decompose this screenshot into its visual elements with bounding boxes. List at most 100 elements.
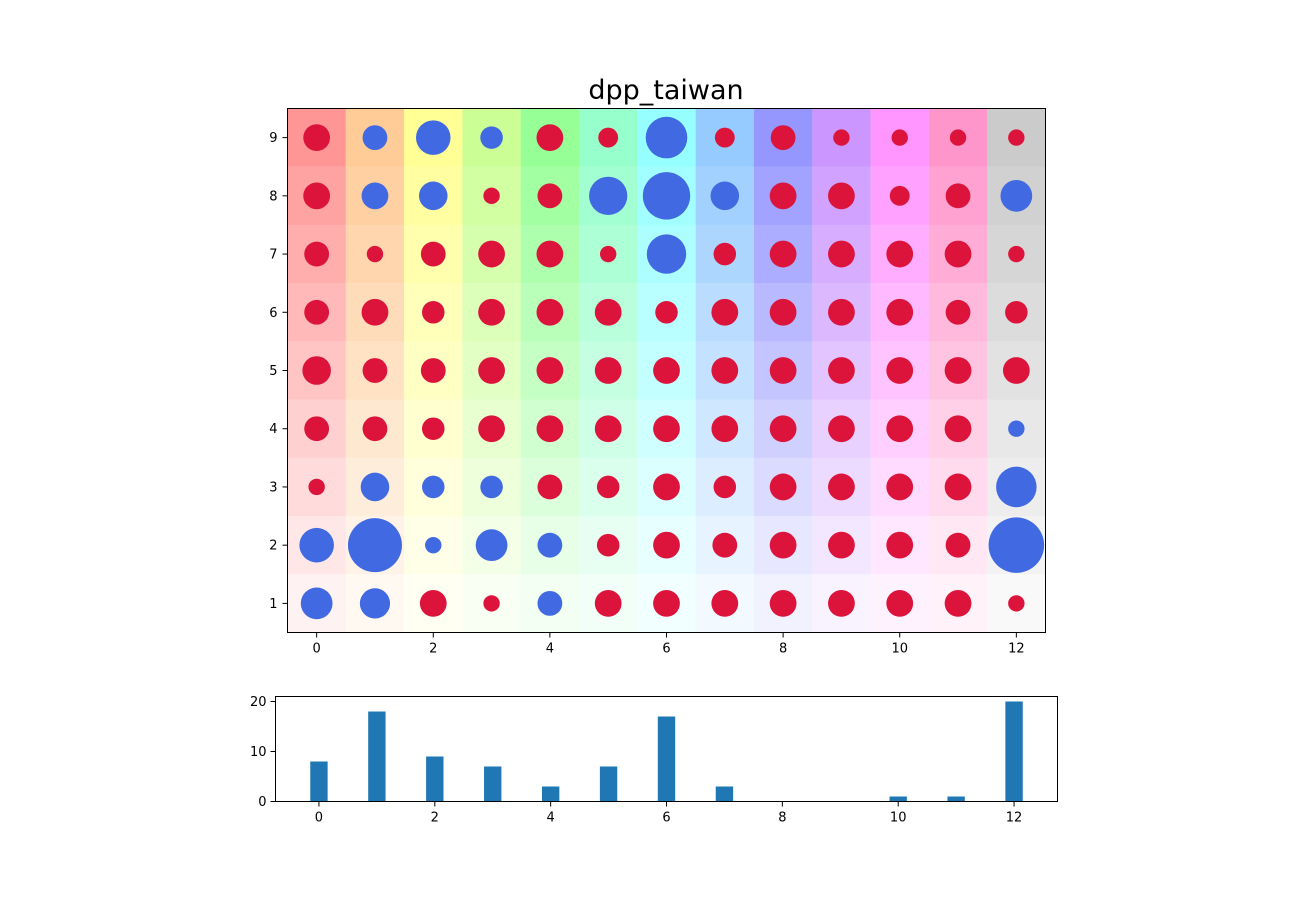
bubble-point <box>996 466 1037 508</box>
bubble-point <box>594 589 622 617</box>
bar-x-tick-label: 8 <box>778 811 786 826</box>
bubble-point <box>886 357 914 384</box>
bubble-point <box>828 240 855 268</box>
x-tick-label: 2 <box>429 642 437 657</box>
bubble-point <box>598 127 619 148</box>
y-tick-label: 5 <box>269 364 277 379</box>
bar <box>889 796 907 802</box>
bubble-point <box>713 242 737 266</box>
bubble-point <box>1000 179 1033 212</box>
y-tick-label: 9 <box>269 131 277 146</box>
bubble-point <box>945 183 971 209</box>
bubble-point <box>833 129 850 146</box>
bubble-markers <box>299 116 1045 620</box>
bubble-point <box>421 475 445 499</box>
bar <box>368 711 386 802</box>
bar <box>1005 701 1023 802</box>
bubble-point <box>655 301 678 324</box>
bubble-point <box>886 240 914 268</box>
bubble-point <box>419 589 447 617</box>
bubble-point <box>711 415 739 443</box>
bubble-point <box>713 475 737 499</box>
bar-y-tick-label: 20 <box>250 695 267 710</box>
bubble-point <box>889 185 910 206</box>
bubble-point <box>653 531 680 559</box>
bubble-point <box>714 127 735 148</box>
bubble-point <box>421 301 445 324</box>
x-tick-label: 6 <box>662 642 670 657</box>
bubble-point <box>536 240 564 268</box>
bubble-point <box>304 416 330 442</box>
bubble-point <box>599 245 617 263</box>
bubble-point <box>1002 357 1030 384</box>
bubble-point <box>645 116 688 159</box>
bubble-point <box>536 124 564 152</box>
bubble-point <box>646 234 687 274</box>
bubble-point <box>302 356 331 385</box>
bubble-point <box>769 415 797 443</box>
bubble-point <box>828 531 855 559</box>
y-tick-label: 6 <box>269 306 277 321</box>
bubble-point <box>475 529 508 562</box>
bar-y-tick-label: 10 <box>250 745 267 760</box>
bubble-point <box>420 358 446 383</box>
y-tick-label: 4 <box>269 422 277 437</box>
bubble-point <box>711 589 739 617</box>
bubble-point <box>1008 420 1025 437</box>
bar-series <box>310 701 1023 802</box>
bar <box>426 756 444 802</box>
bubble-point <box>299 527 334 563</box>
bubble-point <box>478 357 505 384</box>
bubble-point <box>483 595 500 612</box>
bar-x-tick-label: 10 <box>890 811 907 826</box>
bubble-point <box>300 587 333 620</box>
y-tick-label: 3 <box>269 480 277 495</box>
bubble-point <box>359 588 391 619</box>
bubble-point <box>945 299 971 325</box>
bar-x-tick-label: 2 <box>431 811 439 826</box>
bubble-point <box>536 415 564 443</box>
bubble-point <box>347 518 402 573</box>
bubble-point <box>537 474 563 500</box>
bubble-point <box>653 357 680 384</box>
y-tick-label: 2 <box>269 539 277 554</box>
bubble-point <box>828 589 855 617</box>
bubble-point <box>596 533 620 557</box>
bubble-point <box>366 245 384 263</box>
bubble-point <box>653 415 680 443</box>
bubble-point <box>304 299 330 325</box>
bar <box>541 786 560 802</box>
bubble-point <box>415 120 451 155</box>
bubble-point <box>425 536 442 554</box>
bubble-point <box>944 589 972 617</box>
bubble-point <box>944 240 972 268</box>
bar <box>310 761 328 802</box>
bubble-point <box>945 532 971 558</box>
x-tick-label: 12 <box>1008 642 1025 657</box>
bubble-point <box>769 589 797 617</box>
x-tick-label: 10 <box>891 642 908 657</box>
bubble-point <box>421 417 445 440</box>
bubble-point <box>769 357 797 384</box>
y-tick-label: 1 <box>269 597 277 612</box>
bubble-point <box>303 182 331 210</box>
bubble-point <box>594 357 622 384</box>
bar-x-tick-label: 0 <box>315 811 323 826</box>
bubble-point <box>478 298 505 326</box>
bar-x-tick-label: 12 <box>1006 811 1023 826</box>
bubble-point <box>828 473 855 501</box>
y-tick-label: 7 <box>269 248 277 263</box>
bubble-point <box>1008 129 1025 146</box>
bubble-point <box>596 475 620 499</box>
bubble-point <box>891 129 908 146</box>
bubble-point <box>828 415 855 443</box>
bubble-point <box>949 129 967 146</box>
bar-y-tick-label: 0 <box>258 795 266 810</box>
bubble-point <box>642 172 691 220</box>
bubble-point <box>1008 595 1025 612</box>
bubble-point <box>537 590 563 616</box>
bubble-point <box>589 176 628 215</box>
bubble-point <box>769 473 797 501</box>
bubble-point <box>711 298 739 326</box>
bubble-point <box>420 241 446 267</box>
